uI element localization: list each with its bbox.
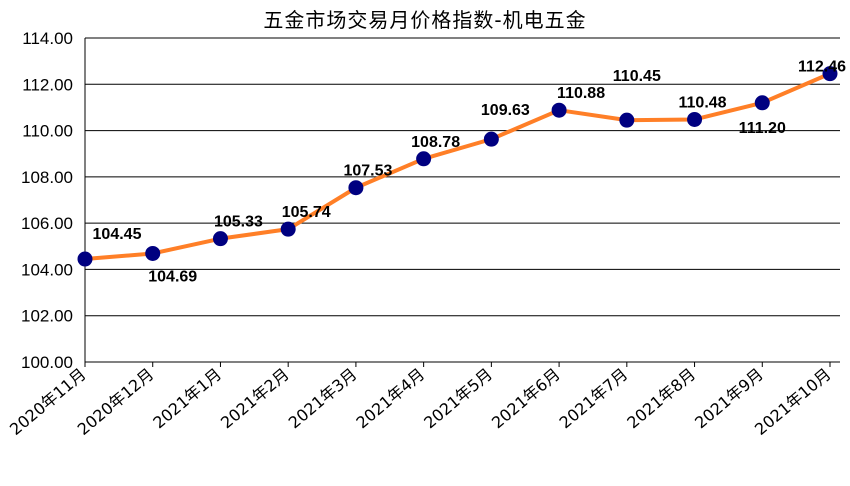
data-label: 110.48	[679, 94, 727, 111]
series-line	[84, 71, 831, 262]
y-tick-label: 110.00	[22, 122, 73, 141]
data-point	[754, 95, 770, 111]
data-point	[77, 251, 93, 267]
y-tick-label: 114.00	[22, 29, 73, 48]
x-tick-label: 2021年6月	[488, 365, 564, 433]
data-label: 109.63	[481, 102, 530, 119]
data-point	[145, 245, 161, 261]
data-point	[687, 111, 703, 127]
x-tick-label: 2021年1月	[149, 365, 225, 433]
data-label: 105.33	[214, 214, 263, 231]
y-tick-label: 102.00	[21, 307, 73, 326]
chart-title: 五金市场交易月价格指数-机电五金	[263, 8, 587, 32]
data-label: 110.45	[613, 68, 661, 85]
data-label: 108.78	[411, 134, 460, 151]
x-tick-label: 2021年4月	[352, 365, 428, 433]
data-point	[551, 102, 567, 118]
x-tick-label: 2021年3月	[285, 365, 361, 433]
y-tick-label: 104.00	[21, 260, 73, 279]
data-label: 104.69	[148, 268, 197, 285]
x-tick-label: 2021年8月	[623, 365, 699, 433]
y-tick-label: 112.00	[22, 75, 73, 94]
y-tick-label: 100.00	[21, 353, 73, 372]
x-tick-label: 2021年7月	[556, 365, 632, 433]
data-point	[822, 66, 838, 82]
x-tick-label: 2021年2月	[217, 365, 293, 433]
x-tick-label: 2021年5月	[420, 365, 496, 433]
y-tick-label: 108.00	[21, 168, 73, 187]
data-point	[619, 112, 635, 128]
data-point	[212, 231, 228, 247]
data-label: 107.53	[343, 163, 392, 180]
data-point	[280, 221, 296, 237]
data-point	[348, 180, 364, 196]
data-label: 111.20	[739, 120, 786, 137]
data-point	[416, 151, 432, 167]
data-point	[483, 131, 499, 147]
data-label: 112.46	[798, 59, 846, 76]
data-label: 105.74	[282, 204, 331, 221]
data-label: 110.88	[557, 85, 605, 102]
y-tick-label: 106.00	[21, 214, 73, 233]
data-label: 104.45	[93, 226, 142, 243]
